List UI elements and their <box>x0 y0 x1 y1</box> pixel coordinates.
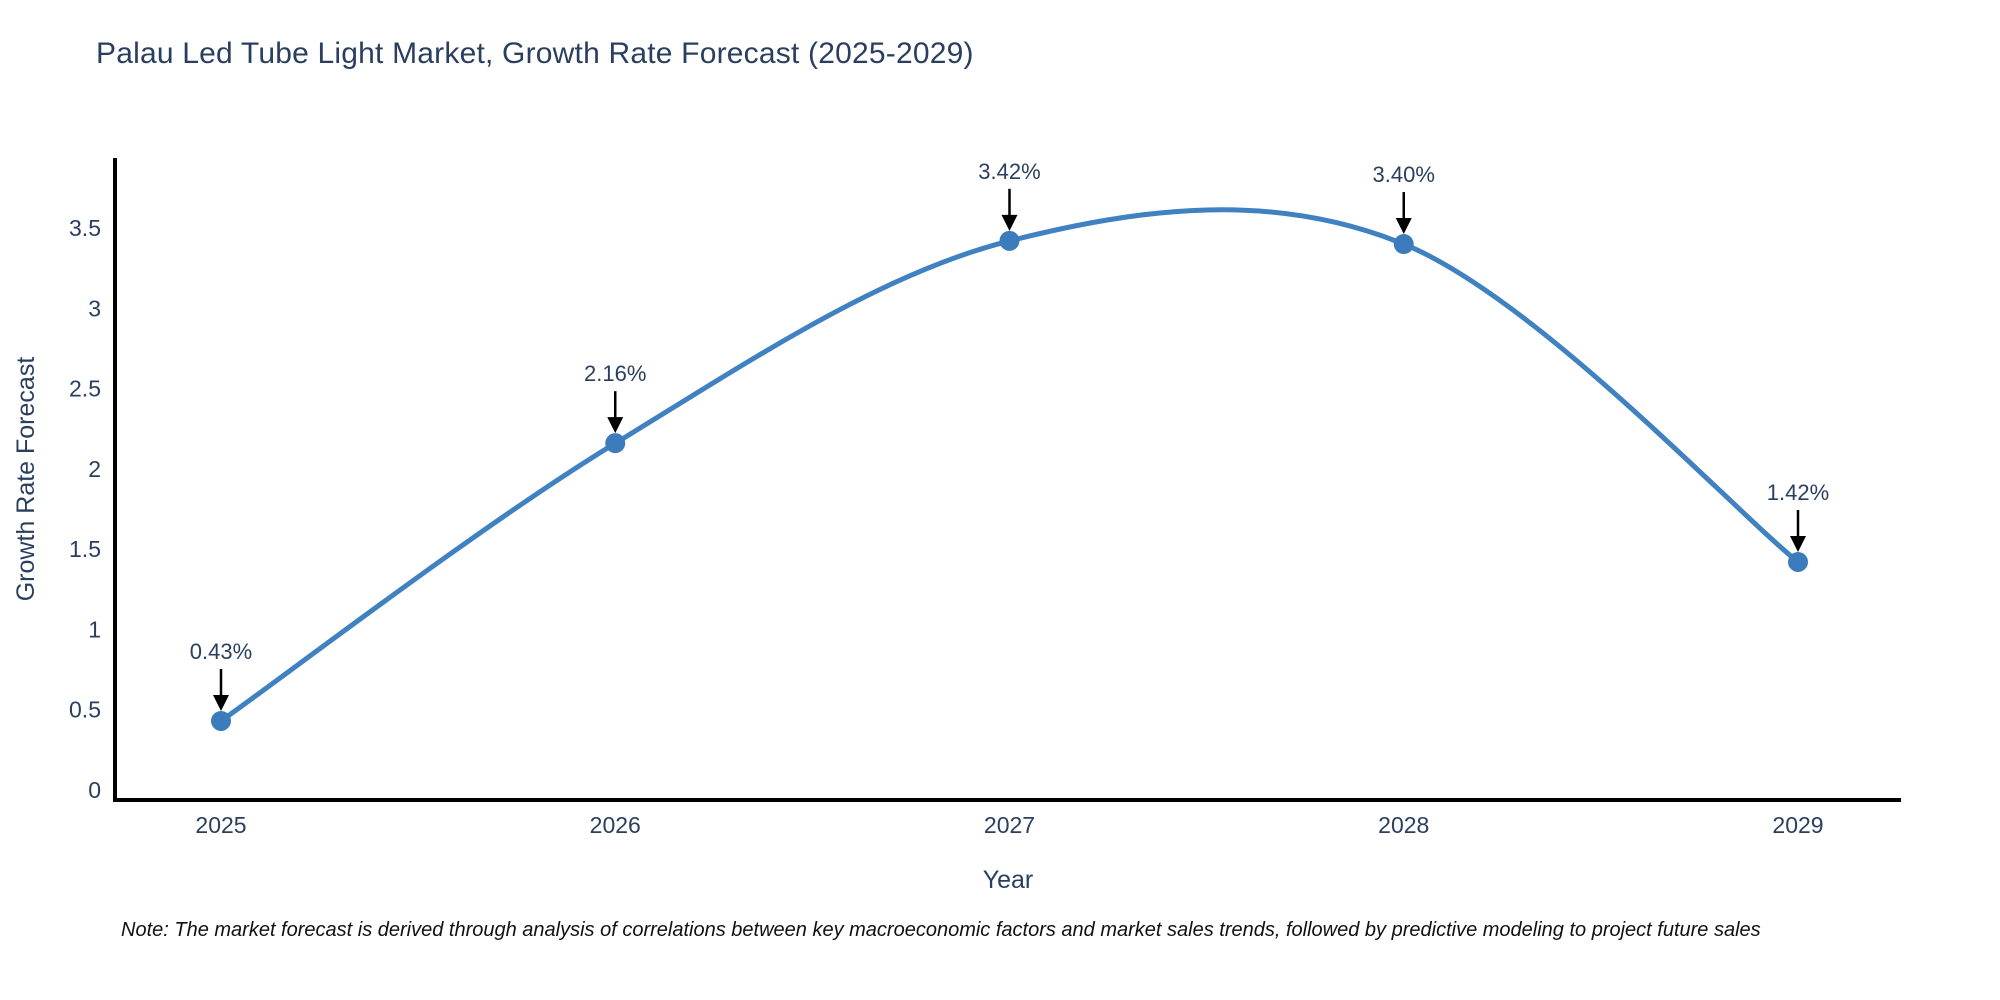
data-point-marker[interactable] <box>999 230 1020 251</box>
y-axis-title: Growth Rate Forecast <box>12 357 40 602</box>
data-point-label: 3.40% <box>1373 162 1435 187</box>
y-tick-label: 2 <box>88 456 101 482</box>
x-tick-label: 2028 <box>1378 812 1429 838</box>
x-tick-label: 2027 <box>984 812 1035 838</box>
annotation-arrow-head <box>213 694 229 711</box>
data-point-marker[interactable] <box>605 433 626 454</box>
data-point-label: 3.42% <box>978 159 1040 184</box>
annotation-arrow-head <box>607 417 624 434</box>
annotation-arrow-head <box>1001 214 1018 231</box>
x-tick-label: 2029 <box>1772 812 1823 838</box>
x-tick-label: 2025 <box>195 812 246 838</box>
data-point-label: 0.43% <box>190 639 252 664</box>
chart-title: Palau Led Tube Light Market, Growth Rate… <box>96 37 974 70</box>
growth-rate-line <box>218 207 1801 724</box>
data-point-marker[interactable] <box>1788 551 1808 572</box>
data-point-marker[interactable] <box>1393 234 1414 255</box>
data-point-label: 2.16% <box>584 361 646 386</box>
y-tick-label: 3 <box>88 295 101 321</box>
y-tick-label: 0.5 <box>69 697 101 723</box>
y-tick-label: 3.5 <box>69 215 101 241</box>
chart-footnote: Note: The market forecast is derived thr… <box>121 919 1761 941</box>
y-tick-label: 2.5 <box>69 376 101 402</box>
x-tick-label: 2026 <box>590 812 641 838</box>
y-tick-label: 0 <box>88 777 101 803</box>
x-axis-title: Year <box>983 866 1034 894</box>
annotation-arrow-head <box>1790 535 1806 552</box>
y-tick-label: 1.5 <box>69 536 101 562</box>
data-point-marker[interactable] <box>211 710 231 731</box>
annotation-arrow-head <box>1395 218 1412 235</box>
y-tick-label: 1 <box>88 616 101 642</box>
data-point-label: 1.42% <box>1767 480 1829 505</box>
